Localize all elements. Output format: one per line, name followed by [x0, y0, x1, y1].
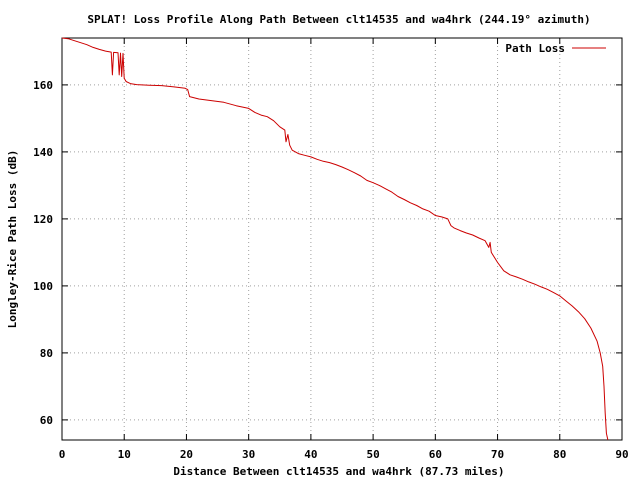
grid-lines: [62, 38, 622, 440]
x-tick-label: 80: [553, 448, 566, 461]
x-tick-label: 10: [118, 448, 131, 461]
x-tick-label: 90: [615, 448, 628, 461]
chart-title: SPLAT! Loss Profile Along Path Between c…: [87, 13, 590, 26]
x-tick-label: 40: [304, 448, 317, 461]
x-tick-label: 60: [429, 448, 442, 461]
y-tick-label: 140: [33, 146, 53, 159]
x-tick-label: 70: [491, 448, 504, 461]
x-tick-label: 20: [180, 448, 193, 461]
y-tick-label: 120: [33, 213, 53, 226]
x-tick-label: 50: [366, 448, 379, 461]
y-tick-label: 160: [33, 79, 53, 92]
y-tick-label: 100: [33, 280, 53, 293]
y-axis-label: Longley-Rice Path Loss (dB): [6, 150, 19, 329]
x-tick-label: 30: [242, 448, 255, 461]
x-axis-label: Distance Between clt14535 and wa4hrk (87…: [173, 465, 504, 478]
y-tick-label: 80: [40, 347, 53, 360]
legend-label: Path Loss: [505, 42, 565, 55]
series-layer: [61, 37, 609, 441]
series-line-path-loss: [61, 37, 609, 441]
legend: Path Loss: [505, 42, 606, 55]
y-tick-label: 60: [40, 414, 53, 427]
x-tick-label: 0: [59, 448, 66, 461]
plot-frame: [61, 37, 623, 441]
axis-ticks: 0 10 20 30 40 50 60 70 80 90 60 80 100 120 140 160: [33, 38, 629, 461]
